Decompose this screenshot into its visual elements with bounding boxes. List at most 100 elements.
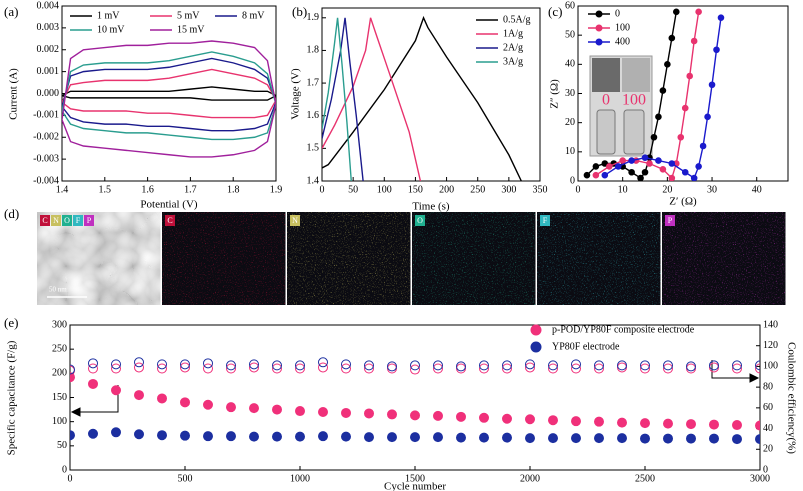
data-point (180, 430, 190, 441)
element-tag-label: F (543, 216, 548, 225)
data-point (70, 430, 75, 441)
data-point (686, 361, 696, 372)
data-point (641, 154, 649, 161)
data-point (663, 418, 673, 429)
data-point (755, 363, 760, 374)
data-point (410, 410, 420, 421)
plot-area (583, 8, 725, 181)
legend-label: 0 (615, 8, 620, 19)
data-point (410, 360, 420, 371)
data-point (272, 363, 282, 374)
data-point (111, 427, 121, 438)
data-point (525, 362, 535, 373)
y-axis-title: Voltage (V) (290, 68, 302, 120)
data-point (713, 46, 720, 54)
data-point (583, 171, 591, 179)
y-tick-label: 10 (565, 146, 575, 157)
y2-tick-label: 0 (763, 464, 768, 475)
data-point (640, 433, 650, 444)
data-point (249, 403, 259, 414)
data-point (226, 402, 236, 413)
data-point (548, 433, 558, 444)
inset-label: 100 (622, 92, 646, 109)
x-tick-label: 200 (439, 184, 454, 195)
y-tick-label: 0.002 (37, 44, 60, 55)
y2-axis-title: Coulombic efficiency(%) (785, 342, 797, 454)
data-point (111, 363, 121, 374)
data-point (456, 432, 466, 443)
data-point (659, 87, 667, 94)
x-tick-label: 150 (408, 184, 423, 195)
data-point (272, 404, 282, 415)
data-point (709, 362, 719, 373)
y-tick-label: 20 (565, 117, 575, 128)
y-tick-label: 150 (52, 392, 67, 403)
data-point (668, 34, 676, 42)
x-tick-label: 1.4 (56, 184, 69, 195)
data-point (755, 420, 760, 431)
x-tick-label: 50 (348, 184, 358, 195)
data-point (699, 142, 707, 150)
data-point (617, 362, 627, 373)
data-point (571, 359, 581, 370)
series-line (62, 57, 276, 132)
data-point (341, 431, 351, 442)
data-point (226, 360, 236, 371)
data-point (640, 360, 650, 371)
data-point (387, 409, 397, 420)
plot-frame (321, 7, 541, 182)
data-point (341, 363, 351, 374)
data-point (295, 360, 305, 371)
data-point (180, 397, 190, 408)
plot-area (62, 40, 276, 158)
data-point (525, 433, 535, 444)
eds-signal (662, 212, 786, 305)
data-point (295, 363, 305, 374)
data-point (571, 363, 581, 374)
x-tick-label: 2000 (520, 473, 540, 484)
data-point (717, 14, 725, 21)
y2-tick-label: 140 (763, 319, 778, 330)
data-point (272, 360, 282, 371)
y2-tick-label: 100 (763, 361, 778, 372)
data-point (601, 160, 609, 167)
data-point (88, 363, 98, 374)
panel-label: (d) (4, 206, 19, 221)
y-tick-label: 1.9 (307, 12, 320, 23)
x-tick-label: 0 (320, 184, 325, 195)
data-point (272, 431, 282, 442)
data-point (502, 360, 512, 371)
y-tick-label: 0.003 (37, 22, 60, 33)
legend-label: YP80F electrode (552, 341, 620, 352)
legend-marker (530, 341, 542, 353)
x-tick-label: 300 (501, 184, 516, 195)
x-tick-label: 1.6 (141, 184, 154, 195)
element-tag (165, 215, 175, 226)
data-point (663, 433, 673, 444)
data-point (677, 133, 685, 141)
data-point (70, 364, 75, 375)
x-tick-label: 20 (662, 184, 672, 195)
x-tick-label: 1.7 (184, 184, 197, 195)
data-point (732, 434, 742, 445)
data-point (628, 168, 635, 176)
data-point (341, 359, 351, 370)
panel-label: (b) (292, 4, 307, 19)
y2-tick-label: 80 (763, 381, 773, 392)
element-tag (40, 215, 50, 226)
data-point (203, 399, 213, 410)
eds-signal (287, 212, 411, 305)
y-tick-label: 250 (52, 343, 67, 354)
data-point (755, 434, 760, 445)
data-point (709, 360, 719, 371)
data-point (619, 157, 626, 164)
data-point (479, 360, 489, 371)
x-tick-label: 40 (752, 184, 762, 195)
data-point (479, 412, 489, 423)
element-tag (665, 215, 675, 226)
data-point (704, 113, 711, 121)
legend-label: 0.5A/g (503, 14, 531, 25)
data-point (617, 360, 627, 371)
element-tag (415, 215, 425, 226)
y-tick-label: 1.5 (307, 143, 320, 154)
